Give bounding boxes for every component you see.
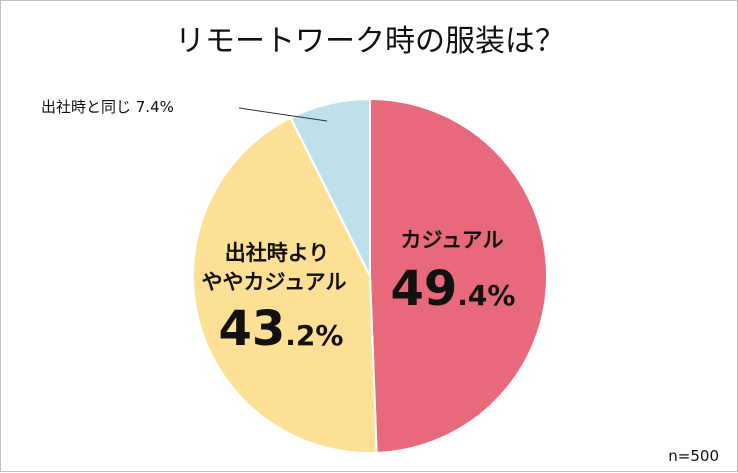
- slice-label-slightly-casual-line1: 出社時より: [225, 241, 330, 265]
- pie-slice-slightly-casual: [192, 116, 378, 454]
- slice-value-slightly-casual: 43.2%: [219, 301, 344, 357]
- pie-slices: [192, 97, 548, 454]
- slice-label-slightly-casual-line2: ややカジュアル: [202, 270, 347, 294]
- pie-slice-same-as-office: [289, 97, 371, 277]
- sample-size-note: n=500: [668, 447, 719, 465]
- slice-value-casual-fraction: .4%: [457, 279, 515, 312]
- pie-slice-casual: [369, 97, 548, 454]
- slice-value-casual: 49.4%: [391, 261, 516, 317]
- chart-title: リモートワーク時の服装は？: [175, 24, 565, 59]
- leader-line: [238, 107, 328, 122]
- slice-label-same-as-office: 出社時と同じ 7.4%: [41, 98, 174, 116]
- slice-label-casual: カジュアル: [401, 228, 504, 252]
- slice-value-slightly-casual-fraction: .2%: [285, 319, 343, 352]
- slice-value-casual-whole: 49: [391, 261, 458, 317]
- slice-value-slightly-casual-whole: 43: [219, 301, 286, 357]
